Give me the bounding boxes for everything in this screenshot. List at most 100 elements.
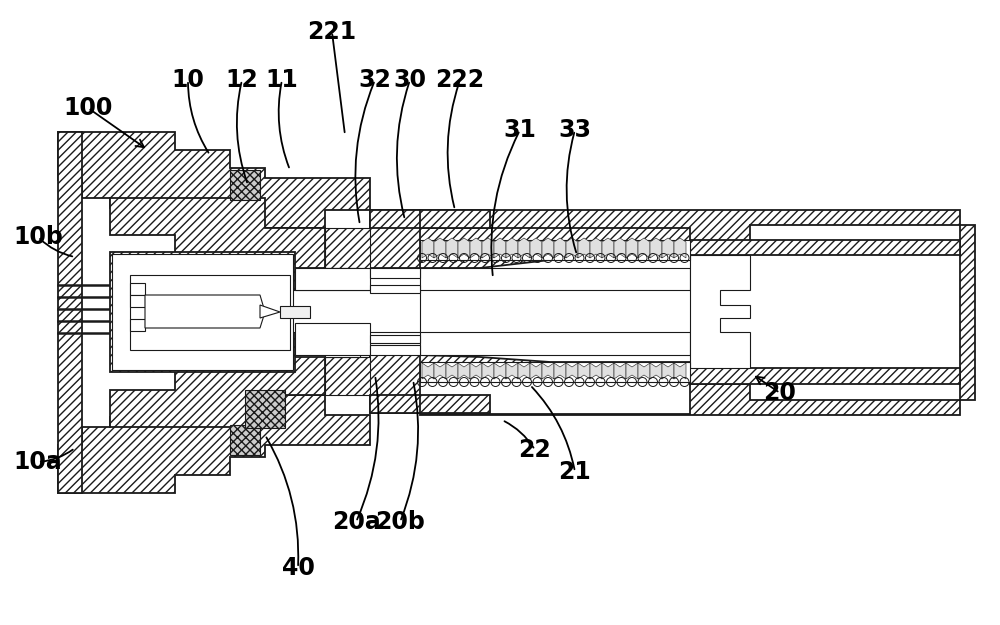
Polygon shape [602,363,614,379]
Polygon shape [614,238,626,258]
Polygon shape [690,255,750,368]
Polygon shape [518,238,530,258]
Polygon shape [650,238,662,258]
Polygon shape [434,363,446,379]
Polygon shape [370,210,420,228]
Polygon shape [494,238,506,258]
Polygon shape [130,275,290,350]
Polygon shape [542,363,554,379]
Text: 31: 31 [504,118,536,142]
Polygon shape [554,363,566,379]
Text: 10b: 10b [13,225,63,249]
Text: 20: 20 [764,381,796,405]
Polygon shape [482,363,494,379]
Text: 221: 221 [307,20,357,44]
Polygon shape [420,384,960,415]
Polygon shape [370,355,960,384]
Polygon shape [295,268,370,290]
Polygon shape [245,390,285,428]
Polygon shape [130,319,145,331]
Polygon shape [370,345,420,355]
Text: 12: 12 [226,68,258,92]
Polygon shape [295,323,370,355]
Polygon shape [370,210,490,268]
Polygon shape [494,363,506,379]
Text: 32: 32 [359,68,391,92]
Polygon shape [470,238,482,258]
Polygon shape [325,357,370,395]
Polygon shape [265,290,420,332]
Polygon shape [554,238,566,258]
Polygon shape [420,332,690,355]
Text: 100: 100 [63,96,113,120]
Polygon shape [446,238,458,258]
Polygon shape [145,295,265,328]
Text: 30: 30 [394,68,426,92]
Text: 10a: 10a [14,450,62,474]
Text: 40: 40 [282,556,314,580]
Polygon shape [434,238,446,258]
Polygon shape [130,295,145,307]
Polygon shape [626,238,638,258]
Polygon shape [578,363,590,379]
Polygon shape [420,240,690,260]
Polygon shape [626,363,638,379]
Polygon shape [590,363,602,379]
Polygon shape [602,238,614,258]
Polygon shape [662,238,674,258]
Polygon shape [482,238,494,258]
Polygon shape [674,363,686,379]
Polygon shape [58,132,82,493]
Polygon shape [58,132,370,235]
Polygon shape [112,254,293,370]
Polygon shape [542,238,554,258]
Polygon shape [650,363,662,379]
Polygon shape [110,252,295,372]
Polygon shape [58,390,370,493]
Polygon shape [110,335,325,427]
Polygon shape [638,238,650,258]
Polygon shape [130,283,145,295]
Text: 10: 10 [172,68,204,92]
Polygon shape [960,225,975,400]
Polygon shape [420,362,690,382]
Polygon shape [566,363,578,379]
Polygon shape [566,238,578,258]
Polygon shape [422,238,434,258]
Polygon shape [530,238,542,258]
Polygon shape [370,228,960,268]
Text: 20a: 20a [332,510,380,534]
Polygon shape [638,363,650,379]
Polygon shape [662,363,674,379]
Polygon shape [530,363,542,379]
Polygon shape [420,268,690,290]
Polygon shape [325,228,370,268]
Polygon shape [230,170,260,200]
Polygon shape [674,238,686,258]
Polygon shape [370,285,420,293]
Text: 22: 22 [519,438,551,462]
Polygon shape [470,363,482,379]
Polygon shape [370,355,490,413]
Polygon shape [325,268,360,285]
Polygon shape [110,198,325,290]
Polygon shape [590,238,602,258]
Text: 11: 11 [266,68,298,92]
Polygon shape [325,340,360,357]
Text: 21: 21 [559,460,591,484]
Polygon shape [370,268,420,278]
Polygon shape [506,363,518,379]
Text: 20b: 20b [375,510,425,534]
Text: 222: 222 [435,68,485,92]
Polygon shape [370,335,420,343]
Polygon shape [280,306,310,318]
Polygon shape [506,238,518,258]
Polygon shape [422,363,434,379]
Polygon shape [260,305,280,318]
Polygon shape [614,363,626,379]
Polygon shape [578,238,590,258]
Polygon shape [230,425,260,455]
Polygon shape [420,210,960,248]
Polygon shape [458,363,470,379]
Polygon shape [446,363,458,379]
